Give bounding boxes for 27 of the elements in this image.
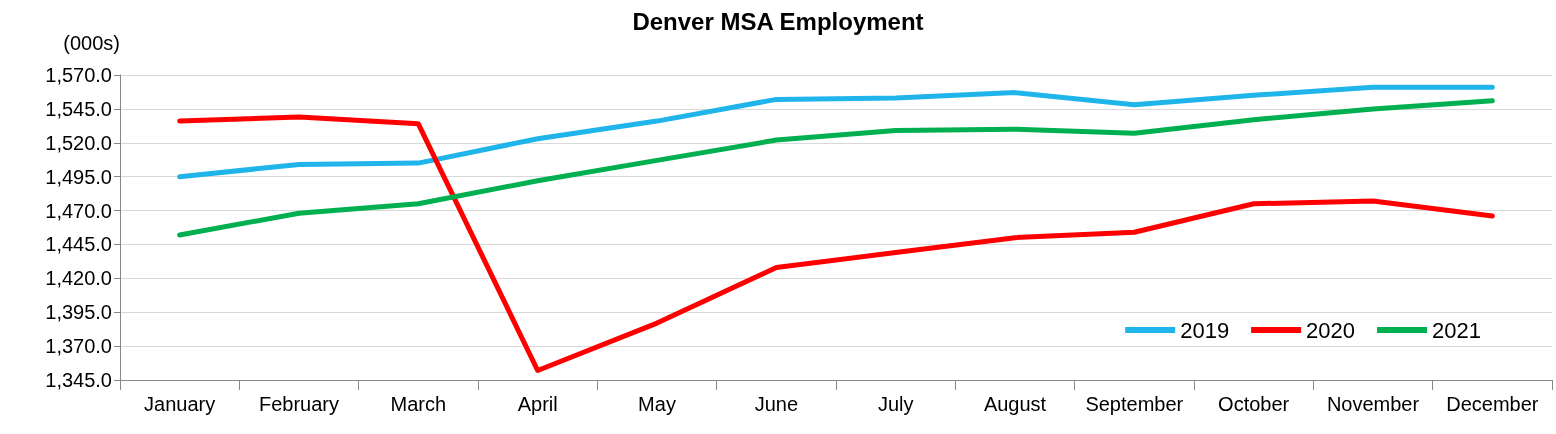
y-tick-label: 1,345.0 — [45, 369, 112, 391]
x-tick-label: December — [1446, 393, 1539, 415]
x-tick-label: January — [144, 393, 216, 415]
x-tick-label: October — [1218, 393, 1290, 415]
x-tick-label: February — [258, 393, 340, 415]
y-tick-label: 1,495.0 — [45, 165, 112, 188]
chart-title: Denver MSA Employment — [632, 7, 924, 35]
y-axis-title: (000s) — [63, 32, 120, 54]
y-tick-label: 1,570.0 — [45, 64, 112, 86]
legend-label: 2021 — [1432, 317, 1482, 343]
x-tick-label: March — [390, 393, 447, 415]
x-tick-label: May — [638, 393, 676, 415]
x-tick-label: September — [1085, 393, 1184, 415]
y-tick-label: 1,395.0 — [45, 301, 112, 324]
y-tick-label: 1,545.0 — [45, 97, 112, 120]
y-tick-label: 1,520.0 — [45, 131, 112, 154]
x-tick-label: July — [877, 393, 914, 415]
legend-label: 2019 — [1180, 317, 1230, 343]
y-tick-label: 1,445.0 — [45, 233, 112, 256]
x-tick-label: April — [517, 393, 558, 415]
y-tick-label: 1,420.0 — [45, 267, 112, 290]
legend-label: 2020 — [1306, 317, 1356, 343]
y-tick-label: 1,470.0 — [45, 199, 112, 222]
y-tick-label: 1,370.0 — [45, 335, 112, 358]
x-tick-label: November — [1326, 393, 1420, 415]
x-tick-label: June — [754, 393, 799, 415]
x-tick-label: August — [983, 393, 1047, 415]
